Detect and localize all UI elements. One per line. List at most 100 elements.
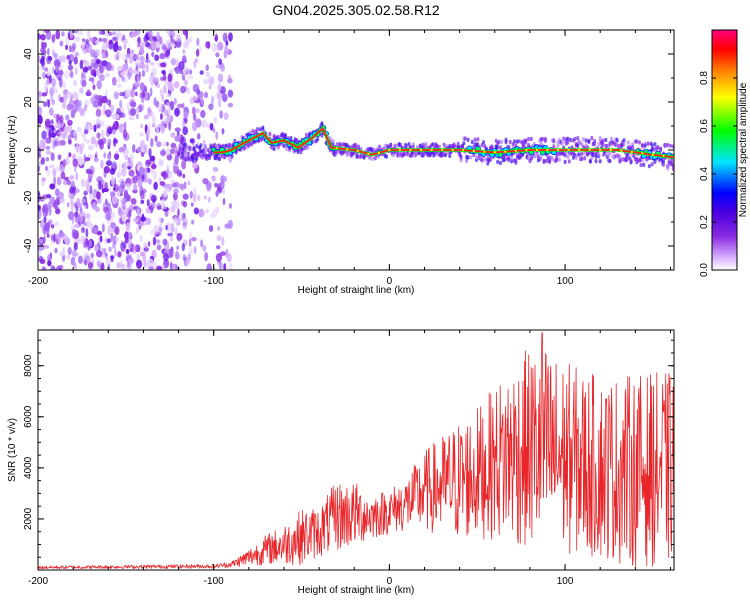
noise-speckle: [121, 53, 128, 62]
ridge-halo: [560, 141, 564, 146]
noise-speckle: [183, 111, 189, 119]
ridge-halo: [276, 145, 280, 150]
ridge-halo: [566, 154, 570, 160]
noise-speckle: [156, 31, 160, 41]
ridge-halo: [622, 138, 626, 143]
noise-speckle: [156, 124, 159, 135]
noise-speckle: [147, 107, 151, 114]
noise-speckle: [131, 49, 134, 55]
noise-speckle: [184, 79, 188, 86]
ridge-peak-dot: [651, 153, 655, 156]
noise-speckle: [74, 213, 81, 224]
noise-speckle: [51, 66, 55, 74]
ridge-halo: [587, 138, 591, 144]
noise-speckle: [96, 80, 102, 90]
ridge-halo: [671, 163, 674, 168]
ridge-halo: [534, 153, 538, 159]
noise-speckle: [66, 91, 72, 99]
noise-speckle: [183, 181, 187, 190]
noise-speckle: [120, 71, 126, 77]
noise-speckle: [43, 244, 50, 249]
noise-speckle: [106, 38, 109, 49]
noise-speckle: [42, 194, 49, 199]
ridge-halo: [498, 160, 502, 166]
noise-speckle: [55, 65, 60, 73]
noise-speckle: [88, 37, 94, 42]
noise-speckle: [59, 139, 66, 146]
noise-speckle: [94, 95, 101, 101]
noise-speckle: [223, 112, 229, 121]
noise-speckle: [123, 161, 127, 171]
ridge-peak-dot: [483, 150, 486, 153]
noise-speckle: [110, 104, 115, 114]
noise-speckle: [215, 131, 219, 141]
noise-speckle: [138, 166, 145, 176]
noise-speckle: [50, 152, 55, 161]
noise-speckle: [207, 196, 212, 203]
ridge-halo: [331, 138, 335, 144]
noise-speckle: [121, 265, 126, 270]
noise-speckle: [143, 167, 148, 176]
ridge-halo: [542, 158, 546, 164]
noise-speckle: [169, 206, 176, 213]
noise-speckle: [180, 183, 185, 191]
noise-speckle: [92, 84, 96, 90]
noise-speckle: [163, 188, 168, 198]
noise-speckle: [58, 69, 64, 76]
noise-speckle: [100, 129, 105, 139]
ridge-peak-dot: [609, 148, 612, 152]
ridge-halo: [259, 137, 263, 142]
noise-speckle: [81, 79, 87, 88]
noise-speckle: [79, 87, 84, 94]
ridge-halo: [556, 143, 560, 148]
ridge-halo: [456, 141, 460, 147]
noise-speckle: [111, 64, 115, 70]
noise-speckle: [206, 123, 210, 128]
noise-speckle: [136, 146, 140, 153]
chart-title: GN04.2025.305.02.58.R12: [272, 2, 440, 18]
noise-speckle: [198, 44, 202, 54]
noise-speckle: [127, 71, 132, 80]
noise-speckle: [140, 139, 146, 150]
snr-series-line: [38, 332, 674, 570]
noise-speckle: [94, 245, 100, 251]
ridge-halo: [251, 128, 255, 134]
noise-speckle: [221, 93, 228, 103]
ridge-halo: [524, 139, 528, 145]
noise-speckle: [65, 114, 70, 121]
noise-speckle: [105, 160, 112, 167]
noise-speckle: [228, 262, 233, 270]
ridge-halo: [618, 159, 622, 164]
noise-speckle: [173, 97, 177, 105]
noise-speckle: [148, 205, 154, 211]
noise-speckle: [166, 183, 173, 190]
ridge-halo: [566, 136, 570, 142]
noise-speckle: [173, 67, 179, 72]
noise-speckle: [168, 30, 175, 38]
noise-speckle: [62, 100, 66, 110]
ridge-peak-dot: [451, 148, 454, 152]
noise-speckle: [110, 232, 114, 243]
noise-speckle: [152, 236, 157, 246]
ridge-halo: [316, 136, 320, 142]
noise-speckle: [117, 76, 121, 83]
ridge-halo: [567, 159, 571, 164]
noise-speckle: [162, 252, 169, 262]
noise-speckle: [63, 91, 68, 102]
noise-speckle: [153, 97, 157, 106]
noise-speckle: [40, 34, 46, 41]
noise-speckle: [79, 146, 84, 155]
noise-speckle: [50, 119, 54, 125]
noise-speckle: [80, 236, 87, 245]
noise-speckle: [91, 201, 98, 210]
noise-speckle: [125, 183, 132, 191]
noise-speckle: [208, 103, 214, 111]
noise-speckle: [68, 44, 72, 53]
noise-speckle: [108, 43, 113, 50]
noise-speckle: [87, 122, 91, 132]
noise-speckle: [101, 95, 108, 104]
ridge-halo: [243, 146, 247, 151]
noise-speckle: [147, 258, 154, 267]
noise-speckle: [168, 121, 171, 131]
ridge-halo: [581, 137, 585, 142]
